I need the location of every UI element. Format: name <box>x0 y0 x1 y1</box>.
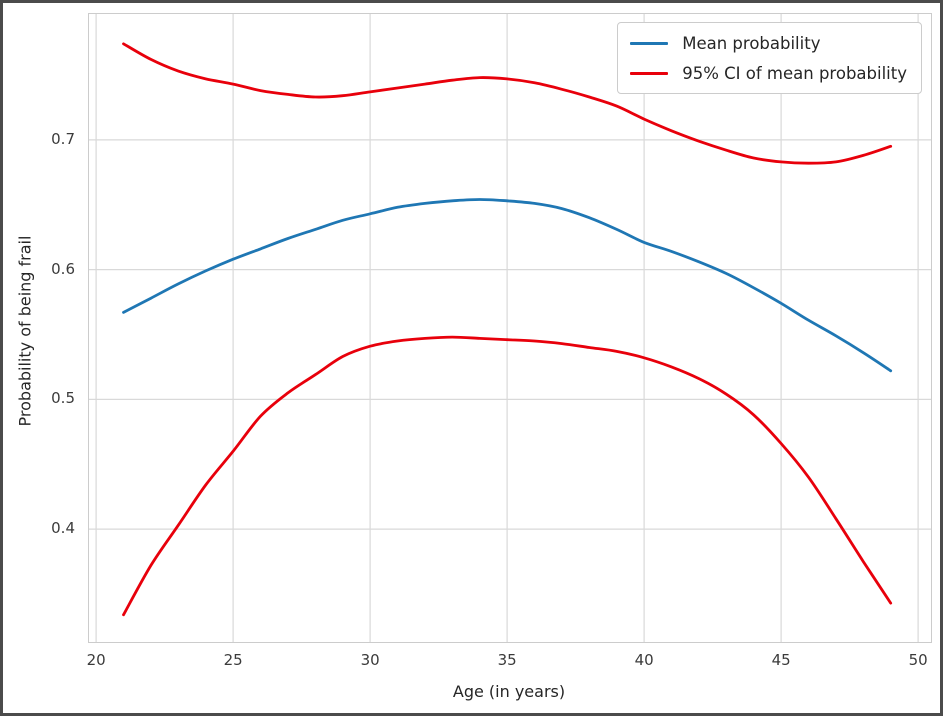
plot-area: Mean probability 95% CI of mean probabili… <box>88 13 932 643</box>
y-tick-label: 0.5 <box>51 389 75 408</box>
x-tick-label: 30 <box>360 651 380 669</box>
x-tick-label: 45 <box>771 651 791 669</box>
curve-mean-probability <box>122 198 893 373</box>
legend-entry: Mean probability <box>630 28 907 58</box>
legend-label: Mean probability <box>682 33 821 53</box>
x-tick-label: 50 <box>908 651 928 669</box>
x-tick-label: 40 <box>634 651 654 669</box>
legend-line-sample <box>630 71 669 75</box>
x-tick-label: 20 <box>86 651 106 669</box>
y-tick-label: 0.4 <box>51 519 75 538</box>
legend-line-sample <box>630 41 669 45</box>
curve-95-ci-lower-bound <box>122 335 893 617</box>
x-axis-label: Age (in years) <box>452 682 566 701</box>
x-tick-label: 25 <box>223 651 243 669</box>
legend-entry: 95% CI of mean probability <box>630 58 907 88</box>
legend-label: 95% CI of mean probability <box>682 63 907 83</box>
curve-95-ci-upper-bound <box>122 42 893 165</box>
x-tick-label: 35 <box>497 651 517 669</box>
y-axis-label: Probability of being frail <box>15 235 35 427</box>
legend: Mean probability 95% CI of mean probabili… <box>617 22 922 94</box>
y-tick-label: 0.6 <box>51 259 75 278</box>
y-tick-label: 0.7 <box>51 129 75 148</box>
chart-canvas <box>89 14 931 642</box>
